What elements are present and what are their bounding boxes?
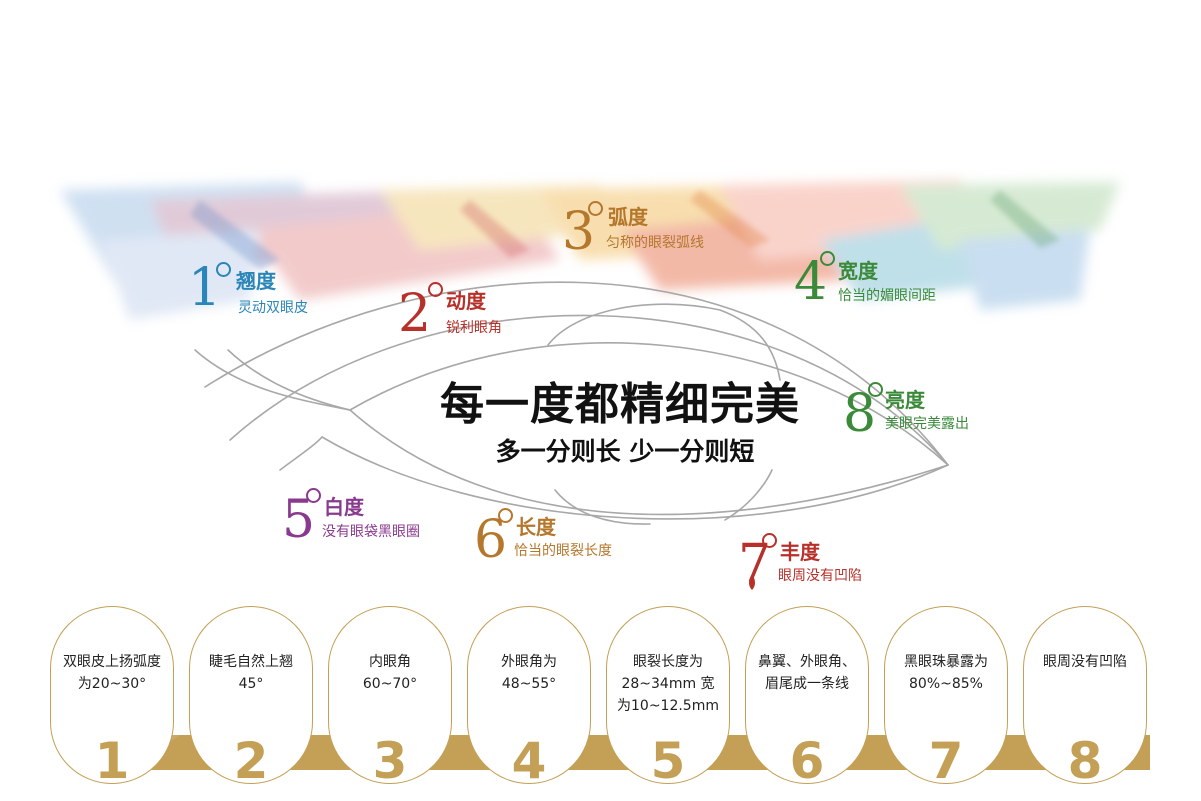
eye-sketch <box>194 281 949 525</box>
card-line: 双眼皮上扬弧度 <box>63 654 161 670</box>
card-line: 眼周没有凹陷 <box>1043 654 1127 670</box>
feature-5-title: 白度 <box>324 495 364 519</box>
feature-2-title: 动度 <box>446 289 486 313</box>
card-line: 睫毛自然上翘 <box>209 654 293 670</box>
card-line: 60~70° <box>362 676 418 692</box>
card-line: 外眼角为 <box>501 654 557 670</box>
spec-card-3: 内眼角 60~70° 3 <box>328 606 452 789</box>
feature-1-desc: 灵动双眼皮 <box>238 300 308 316</box>
ring-icon <box>216 262 231 277</box>
card-number: 1 <box>94 732 130 790</box>
card-line: 28~34mm 宽 <box>621 676 715 692</box>
feature-8-title: 亮度 <box>885 388 925 412</box>
spec-card-5: 眼裂长度为 28~34mm 宽 为10~12.5mm 5 <box>606 606 730 789</box>
ring-icon <box>306 488 321 503</box>
ring-icon <box>428 282 443 297</box>
ring-icon <box>868 382 883 397</box>
card-number: 8 <box>1067 732 1103 790</box>
card-line: 内眼角 <box>369 654 411 670</box>
feature-5-number: 5 <box>282 490 316 550</box>
ring-icon <box>588 201 603 216</box>
card-number: 2 <box>233 732 269 790</box>
feature-4-desc: 恰当的媚眼间距 <box>838 288 936 304</box>
spec-card-1: 双眼皮上扬弧度 为20~30° 1 <box>50 606 174 789</box>
feature-2-number: 2 <box>398 284 432 344</box>
feature-4-title: 宽度 <box>838 259 878 283</box>
card-line: 48~55° <box>501 676 557 692</box>
card-number: 4 <box>511 732 547 790</box>
card-number: 6 <box>789 732 825 790</box>
feature-5-desc: 没有眼袋黑眼圈 <box>322 524 420 540</box>
feature-6-desc: 恰当的眼裂长度 <box>514 543 612 559</box>
drip-icon <box>749 574 755 590</box>
card-line: 眼裂长度为 <box>633 654 703 670</box>
spec-card-6: 鼻翼、外眼角、 眉尾成一条线 6 <box>745 606 869 789</box>
feature-7-title: 丰度 <box>780 540 820 564</box>
card-line: 为10~12.5mm <box>617 698 719 714</box>
feature-7-desc: 眼周没有凹陷 <box>778 568 862 584</box>
feature-1-number: 1 <box>188 258 222 318</box>
feature-1-title: 翘度 <box>236 269 276 293</box>
headline: 每一度都精细完美 <box>440 379 800 430</box>
ring-icon <box>820 251 835 266</box>
card-line: 80%~85% <box>909 676 983 692</box>
feature-3-desc: 匀称的眼裂弧线 <box>606 235 704 251</box>
card-line: 眉尾成一条线 <box>765 676 849 692</box>
card-line: 鼻翼、外眼角、 <box>758 654 856 670</box>
spec-card-7: 黑眼珠暴露为 80%~85% 7 <box>884 606 1008 789</box>
feature-3-number: 3 <box>562 202 596 262</box>
feature-8-desc: 美眼完美露出 <box>885 416 969 432</box>
card-number: 7 <box>928 732 964 790</box>
card-number: 5 <box>650 732 686 790</box>
ring-icon <box>498 508 513 523</box>
feature-4-number: 4 <box>794 252 828 312</box>
subline: 多一分则长 少一分则短 <box>495 437 755 466</box>
feature-2-desc: 锐利眼角 <box>446 320 502 336</box>
card-line: 黑眼珠暴露为 <box>904 654 988 670</box>
spec-card-8: 眼周没有凹陷 8 <box>1023 606 1147 789</box>
ring-icon <box>762 533 777 548</box>
feature-8-number: 8 <box>843 384 877 444</box>
spec-card-2: 睫毛自然上翘 45° 2 <box>189 606 313 789</box>
feature-6-number: 6 <box>474 510 508 570</box>
card-number: 3 <box>372 732 408 790</box>
card-line: 45° <box>238 676 264 692</box>
feature-3-title: 弧度 <box>608 205 648 229</box>
feature-6-title: 长度 <box>516 515 556 539</box>
card-line: 为20~30° <box>77 676 147 692</box>
spec-card-4: 外眼角为 48~55° 4 <box>467 606 591 789</box>
